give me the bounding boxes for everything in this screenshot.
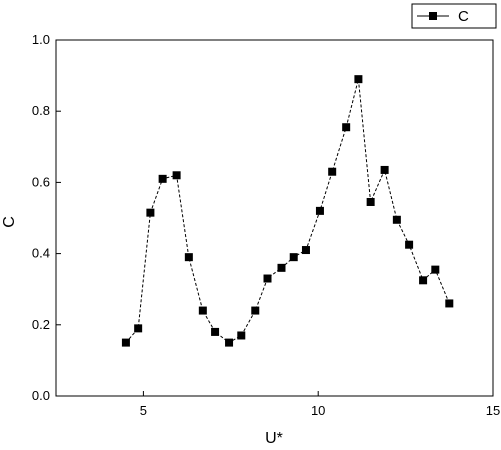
data-point [445, 299, 454, 308]
data-point [184, 253, 193, 262]
data-point [354, 75, 363, 84]
data-point [134, 324, 143, 333]
data-point [301, 246, 310, 255]
x-tick-label: 10 [311, 403, 325, 418]
data-point [146, 208, 155, 217]
series-c-line [125, 79, 450, 344]
data-point [366, 197, 375, 206]
data-point [419, 276, 428, 285]
data-point [225, 338, 234, 347]
data-point [342, 123, 351, 132]
data-point [380, 165, 389, 174]
legend: C [411, 3, 497, 29]
data-point [198, 306, 207, 315]
data-point [315, 206, 324, 215]
data-point [263, 274, 272, 283]
y-axis-title: C [1, 216, 18, 228]
data-point [158, 174, 167, 183]
data-point [277, 263, 286, 272]
plot-frame [55, 39, 494, 397]
x-tick-label: 5 [140, 403, 147, 418]
data-point [405, 240, 414, 249]
data-point [251, 306, 260, 315]
y-tick-label: 0.2 [32, 317, 50, 332]
y-tick-label: 0.8 [32, 103, 50, 118]
legend-label: C [458, 8, 469, 25]
y-tick-label: 0.0 [32, 388, 50, 403]
data-point [392, 215, 401, 224]
x-tick-label: 15 [486, 403, 500, 418]
data-point [289, 253, 298, 262]
legend-box [411, 3, 497, 29]
data-point [328, 167, 337, 176]
data-point [172, 171, 181, 180]
x-axis: 5 10 15 [140, 391, 500, 418]
y-tick-label: 1.0 [32, 32, 50, 47]
y-axis: 0.0 0.2 0.4 0.6 0.8 1.0 [32, 32, 61, 403]
x-axis-title: U* [265, 430, 283, 447]
data-point [211, 327, 220, 336]
data-point [431, 265, 440, 274]
y-tick-label: 0.4 [32, 246, 50, 261]
series-c-markers [121, 75, 454, 347]
data-point [121, 338, 130, 347]
legend-marker [429, 12, 437, 20]
data-point [237, 331, 246, 340]
y-tick-label: 0.6 [32, 174, 50, 189]
